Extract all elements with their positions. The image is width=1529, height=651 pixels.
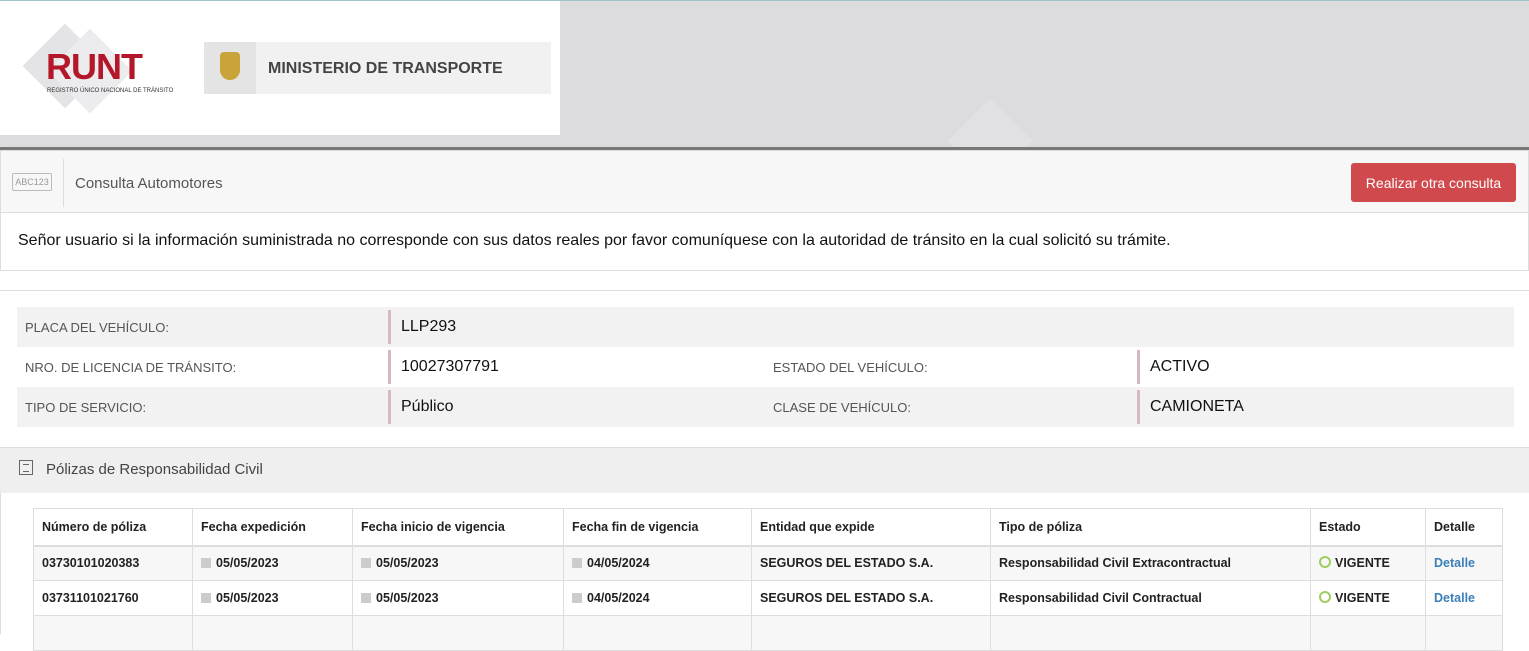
entity: SEGUROS DEL ESTADO S.A. bbox=[751, 580, 991, 616]
end-cell: 04/05/2024 bbox=[563, 545, 752, 581]
logo-area: RUNT REGISTRO ÚNICO NACIONAL DE TRÁNSITO… bbox=[0, 1, 560, 135]
divider bbox=[63, 159, 64, 207]
table-row bbox=[33, 615, 1503, 651]
calendar-icon bbox=[201, 558, 211, 569]
table-header: Número de póliza Fecha expedición Fecha … bbox=[33, 508, 1503, 547]
panel-header: ABC123 Consulta Automotores Realizar otr… bbox=[0, 150, 1529, 213]
col-issued: Fecha expedición bbox=[192, 508, 353, 547]
service-value: Público bbox=[388, 390, 760, 424]
info-row: NRO. DE LICENCIA DE TRÁNSITO: 1002730779… bbox=[17, 347, 1514, 387]
runt-logo: RUNT bbox=[46, 46, 143, 87]
start-cell: 05/05/2023 bbox=[352, 545, 564, 581]
policies-section-header: Pólizas de Responsabilidad Civil bbox=[0, 447, 1529, 493]
info-row: TIPO DE SERVICIO: Público CLASE DE VEHÍC… bbox=[17, 387, 1514, 427]
status-cell: VIGENTE bbox=[1310, 545, 1426, 581]
end-cell: 04/05/2024 bbox=[563, 580, 752, 616]
policies-table: Número de póliza Fecha expedición Fecha … bbox=[33, 508, 1503, 651]
class-label: CLASE DE VEHÍCULO: bbox=[773, 399, 911, 415]
plate-icon: ABC123 bbox=[12, 173, 52, 191]
check-circle-icon bbox=[1319, 556, 1331, 569]
end-date: 04/05/2024 bbox=[587, 556, 650, 571]
detail-cell: Detalle bbox=[1425, 580, 1503, 616]
col-detail: Detalle bbox=[1425, 508, 1503, 547]
table-row: 03730101020383 05/05/2023 05/05/2023 04/… bbox=[33, 545, 1503, 581]
divider bbox=[0, 493, 4, 634]
new-query-button[interactable]: Realizar otra consulta bbox=[1351, 163, 1516, 202]
runt-subtitle: REGISTRO ÚNICO NACIONAL DE TRÁNSITO bbox=[47, 88, 174, 94]
detail-cell: Detalle bbox=[1425, 545, 1503, 581]
status-badge: VIGENTE bbox=[1335, 591, 1390, 605]
plate-value: LLP293 bbox=[388, 310, 1514, 344]
start-date: 05/05/2023 bbox=[376, 591, 439, 605]
col-start: Fecha inicio de vigencia bbox=[352, 508, 564, 547]
issued-date: 05/05/2023 bbox=[216, 591, 279, 605]
ministry-logo: MINISTERIO DE TRANSPORTE bbox=[204, 42, 551, 94]
ministry-name: MINISTERIO DE TRANSPORTE bbox=[268, 60, 503, 77]
divider bbox=[0, 147, 1529, 150]
state-label: ESTADO DEL VEHÍCULO: bbox=[773, 359, 928, 375]
col-number: Número de póliza bbox=[33, 508, 193, 547]
cell bbox=[990, 615, 1311, 651]
service-label: TIPO DE SERVICIO: bbox=[25, 399, 147, 415]
detail-link[interactable]: Detalle bbox=[1434, 591, 1475, 605]
status-cell: VIGENTE bbox=[1310, 580, 1426, 616]
license-value: 10027307791 bbox=[388, 350, 760, 384]
check-circle-icon bbox=[1319, 591, 1331, 603]
page-title: Consulta Automotores bbox=[75, 175, 223, 192]
info-row: PLACA DEL VEHÍCULO: LLP293 bbox=[17, 307, 1514, 347]
cell bbox=[352, 615, 564, 651]
col-entity: Entidad que expide bbox=[751, 508, 991, 547]
calendar-icon bbox=[361, 593, 371, 603]
issued-cell: 05/05/2023 bbox=[192, 545, 353, 581]
issued-date: 05/05/2023 bbox=[216, 556, 279, 571]
cell bbox=[1310, 615, 1426, 651]
cell bbox=[192, 615, 353, 651]
cell bbox=[33, 615, 193, 651]
policy-type: Responsabilidad Civil Contractual bbox=[990, 580, 1311, 616]
calendar-icon bbox=[201, 593, 211, 603]
policy-type: Responsabilidad Civil Extracontractual bbox=[990, 545, 1311, 581]
divider bbox=[0, 290, 1529, 291]
class-value: CAMIONETA bbox=[1137, 390, 1509, 424]
cell bbox=[563, 615, 752, 651]
policy-number: 03731101021760 bbox=[33, 580, 193, 616]
detail-link[interactable]: Detalle bbox=[1434, 556, 1475, 571]
entity: SEGUROS DEL ESTADO S.A. bbox=[751, 545, 991, 581]
col-type: Tipo de póliza bbox=[990, 508, 1311, 547]
section-title: Pólizas de Responsabilidad Civil bbox=[46, 461, 263, 478]
notice-text: Señor usuario si la información suminist… bbox=[0, 213, 1529, 271]
list-icon bbox=[19, 460, 33, 475]
calendar-icon bbox=[572, 558, 582, 569]
start-date: 05/05/2023 bbox=[376, 556, 439, 571]
license-label: NRO. DE LICENCIA DE TRÁNSITO: bbox=[25, 359, 237, 375]
calendar-icon bbox=[572, 593, 582, 603]
policy-number: 03730101020383 bbox=[33, 545, 193, 581]
end-date: 04/05/2024 bbox=[587, 591, 650, 605]
cell bbox=[1425, 615, 1503, 651]
state-value: ACTIVO bbox=[1137, 350, 1509, 384]
start-cell: 05/05/2023 bbox=[352, 580, 564, 616]
coat-of-arms-icon bbox=[204, 42, 256, 94]
table-row: 03731101021760 05/05/2023 05/05/2023 04/… bbox=[33, 580, 1503, 616]
calendar-icon bbox=[361, 558, 371, 569]
status-badge: VIGENTE bbox=[1335, 556, 1390, 571]
vehicle-info: PLACA DEL VEHÍCULO: LLP293 NRO. DE LICEN… bbox=[17, 307, 1514, 427]
col-end: Fecha fin de vigencia bbox=[563, 508, 752, 547]
plate-label: PLACA DEL VEHÍCULO: bbox=[25, 319, 170, 335]
col-status: Estado bbox=[1310, 508, 1426, 547]
cell bbox=[751, 615, 991, 651]
issued-cell: 05/05/2023 bbox=[192, 580, 353, 616]
